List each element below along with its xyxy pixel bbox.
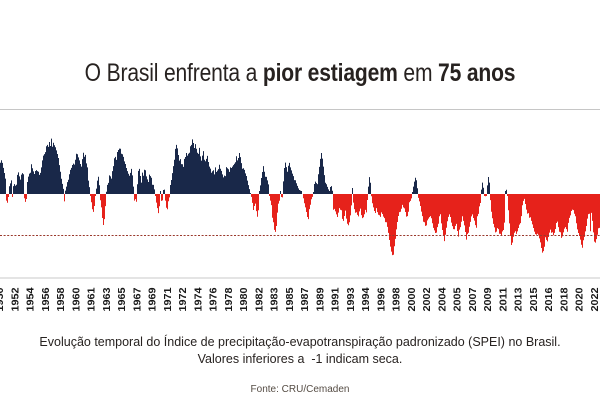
svg-text:2013: 2013	[514, 287, 525, 311]
svg-text:2009: 2009	[483, 287, 494, 311]
svg-text:1994: 1994	[361, 287, 372, 311]
svg-text:1961: 1961	[87, 287, 98, 311]
svg-text:1967: 1967	[132, 287, 143, 311]
svg-text:1989: 1989	[315, 287, 326, 311]
svg-text:1954: 1954	[26, 287, 37, 311]
svg-text:1960: 1960	[71, 287, 82, 311]
svg-text:1956: 1956	[41, 287, 52, 311]
svg-text:2015: 2015	[529, 287, 540, 311]
svg-text:1976: 1976	[209, 287, 220, 311]
svg-text:2002: 2002	[422, 287, 433, 311]
svg-text:1958: 1958	[56, 287, 67, 311]
svg-text:1980: 1980	[239, 287, 250, 311]
svg-text:2016: 2016	[544, 287, 555, 311]
svg-text:1971: 1971	[163, 287, 174, 311]
svg-text:2018: 2018	[559, 287, 570, 311]
svg-text:2011: 2011	[498, 287, 509, 311]
svg-text:1985: 1985	[285, 287, 296, 311]
svg-text:1996: 1996	[376, 287, 387, 311]
svg-text:1972: 1972	[178, 287, 189, 311]
svg-text:1965: 1965	[117, 287, 128, 311]
svg-text:1950: 1950	[0, 287, 6, 311]
svg-text:2020: 2020	[575, 287, 586, 311]
svg-text:1952: 1952	[10, 287, 21, 311]
svg-text:1982: 1982	[254, 287, 265, 311]
svg-text:2000: 2000	[407, 287, 418, 311]
svg-text:1983: 1983	[270, 287, 281, 311]
svg-text:1998: 1998	[392, 287, 403, 311]
svg-text:1993: 1993	[346, 287, 357, 311]
svg-text:2005: 2005	[453, 287, 464, 311]
svg-text:2007: 2007	[468, 287, 479, 311]
svg-text:1969: 1969	[148, 287, 159, 311]
svg-text:2004: 2004	[437, 287, 448, 311]
svg-text:1991: 1991	[331, 287, 342, 311]
svg-text:1987: 1987	[300, 287, 311, 311]
svg-text:1974: 1974	[193, 287, 204, 311]
svg-text:1963: 1963	[102, 287, 113, 311]
svg-text:2022: 2022	[590, 287, 600, 311]
svg-text:1978: 1978	[224, 287, 235, 311]
